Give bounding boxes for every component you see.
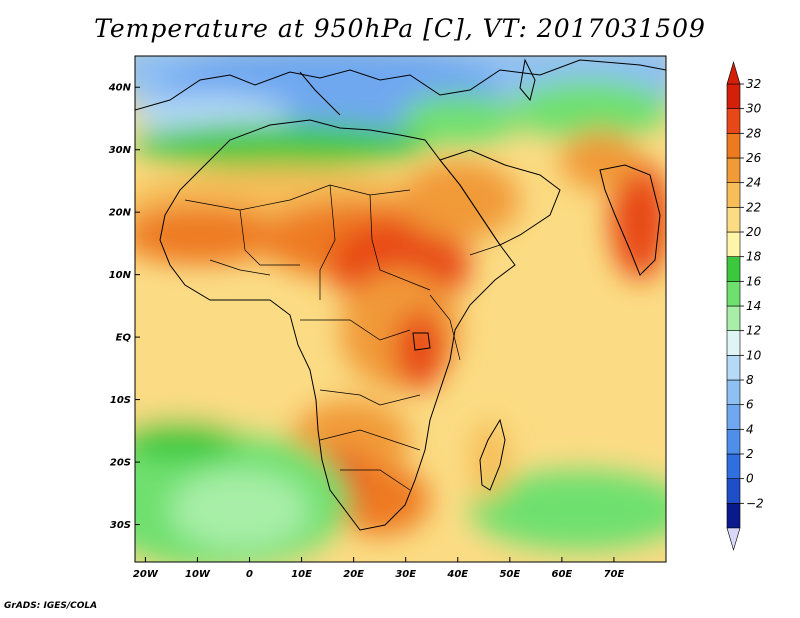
colorbar-swatch — [726, 207, 741, 233]
lon-tick-label: 0 — [246, 569, 253, 580]
colorbar-swatch — [726, 404, 741, 430]
colorbar-swatch — [726, 182, 741, 208]
temperature-field — [135, 56, 666, 562]
colorbar-tick-label: −2 — [746, 496, 764, 510]
colorbar-under-arrow — [726, 527, 741, 552]
colorbar-tick-label: 32 — [746, 77, 761, 91]
colorbar-tick-label: 22 — [746, 200, 761, 214]
lon-tick-label: 30E — [395, 569, 416, 580]
chart-title: Temperature at 950hPa [C], VT: 201703150… — [94, 14, 706, 43]
colorbar-tick-label: 2 — [746, 447, 754, 461]
lon-tick-label: 20W — [133, 569, 159, 580]
colorbar-tick-label: 12 — [746, 324, 761, 338]
colorbar-swatch — [726, 231, 741, 257]
lon-tick-label: 60E — [552, 569, 573, 580]
lon-tick-label: 40E — [446, 569, 468, 580]
colorbar-swatch — [726, 429, 741, 455]
lat-tick-label: 20S — [110, 458, 131, 469]
lat-tick-label: 30N — [109, 145, 132, 156]
colorbar-tick-label: 16 — [746, 274, 762, 288]
colorbar-swatch — [726, 133, 741, 159]
lon-tick-label: 10W — [185, 569, 211, 580]
colorbar-swatch — [726, 503, 741, 529]
lon-tick-label: 70E — [604, 569, 625, 580]
colorbar-tick-label: 0 — [746, 472, 754, 486]
lat-tick-label: 10N — [109, 270, 132, 281]
colorbar-swatch — [726, 478, 741, 504]
colorbar-swatch — [726, 108, 741, 134]
lat-tick-label: EQ — [116, 333, 132, 344]
lat-tick-label: 20N — [109, 208, 132, 219]
colorbar-swatch — [726, 281, 741, 307]
colorbar-tick-label: 10 — [746, 348, 762, 362]
country-borders — [184, 184, 501, 491]
colorbar-tick-label: 6 — [746, 398, 754, 412]
lon-tick-label: 50E — [499, 569, 520, 580]
colorbar-tick-label: 24 — [746, 176, 761, 190]
colorbar-tick-label: 4 — [746, 422, 754, 436]
colorbar-swatch — [726, 256, 741, 282]
colorbar-tick-label: 26 — [746, 151, 762, 165]
credit-text: GrADS: IGES/COLA — [4, 601, 98, 611]
lon-tick-label: 10E — [291, 569, 312, 580]
colorbar-swatch — [726, 379, 741, 405]
colorbar-tick-label: 20 — [746, 225, 762, 239]
colorbar-over-arrow — [726, 60, 741, 85]
colorbar-tick-label: 30 — [746, 102, 762, 116]
colorbar-swatch — [726, 157, 741, 183]
colorbar-swatch — [726, 83, 741, 109]
colorbar-swatch — [726, 453, 741, 479]
colorbar-tick-label: 28 — [746, 126, 762, 140]
colorbar-tick-label: 18 — [746, 250, 762, 264]
lon-tick-label: 20E — [343, 569, 364, 580]
lat-tick-label: 40N — [108, 83, 132, 94]
axes: 40N 30N 20N 10N EQ 10S 20S 30S 20W 10W 0 10E 20E 30E 4… — [108, 83, 625, 580]
colorbar-tick-label: 14 — [746, 299, 761, 313]
colorbar-swatch — [726, 355, 741, 381]
coastlines — [135, 58, 666, 531]
lat-tick-label: 10S — [110, 395, 131, 406]
colorbar-swatch — [726, 330, 741, 356]
lat-tick-label: 30S — [110, 520, 131, 531]
colorbar-tick-label: 8 — [746, 373, 754, 387]
colorbar-swatch — [726, 305, 741, 331]
plot-frame — [134, 55, 667, 563]
